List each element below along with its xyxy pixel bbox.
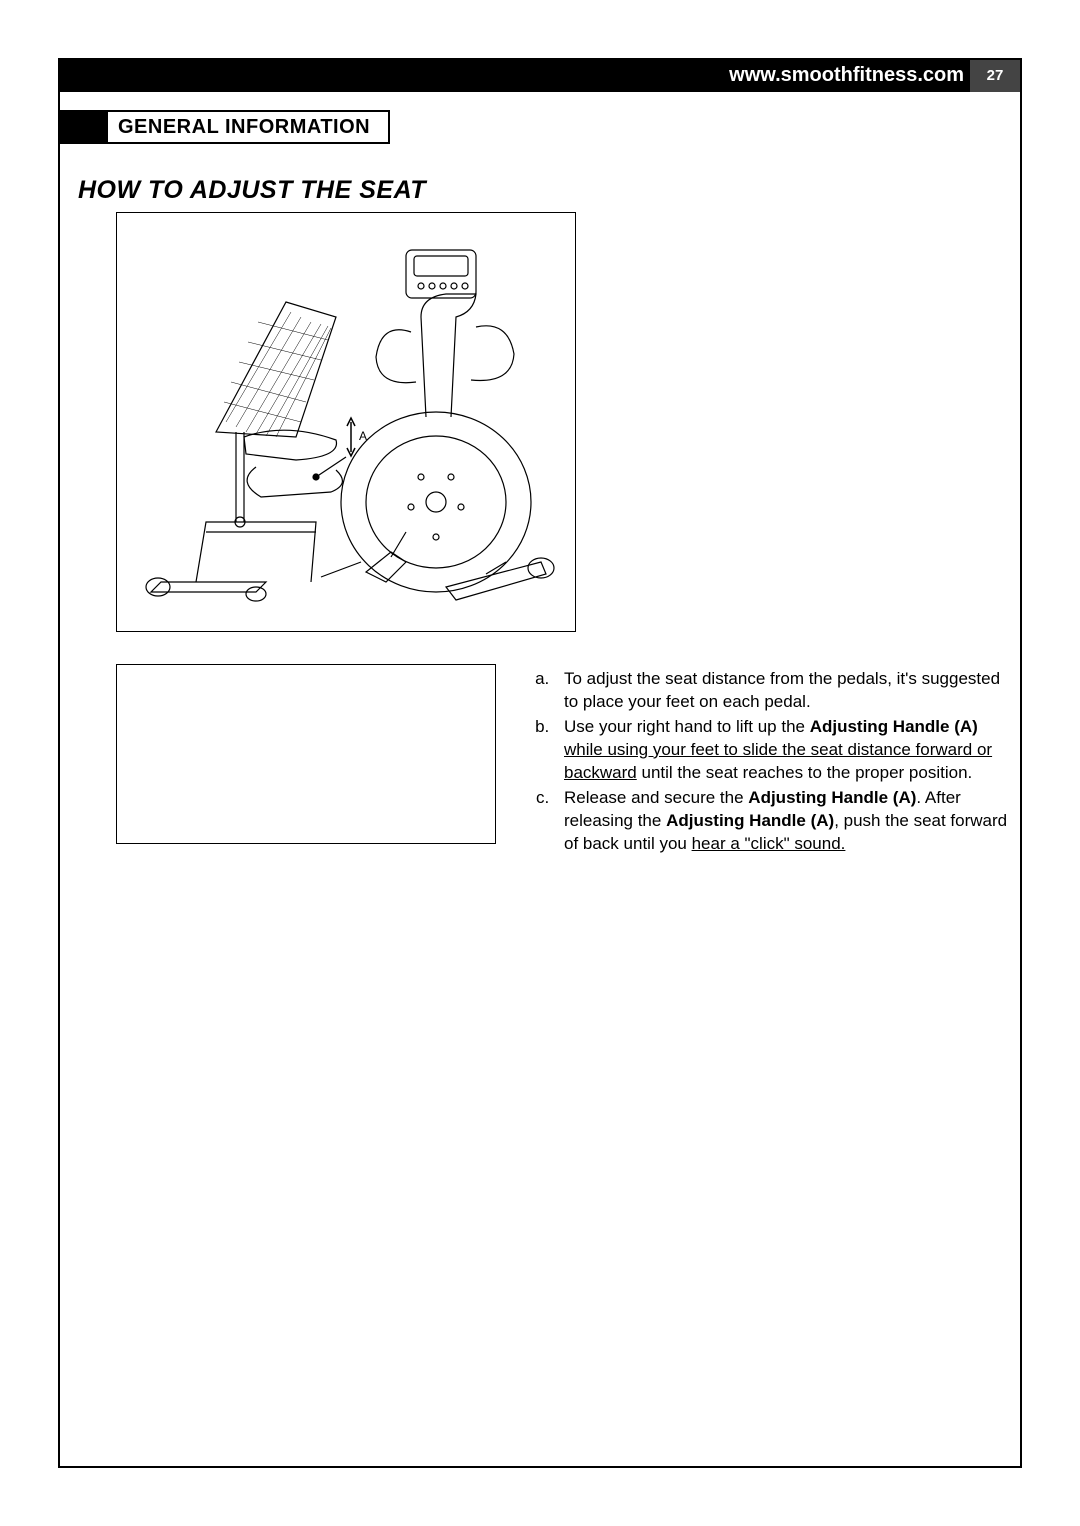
page-frame: www.smoothfitness.com 27 GENERAL INFORMA… bbox=[58, 58, 1022, 1468]
instruction-a: To adjust the seat distance from the ped… bbox=[554, 668, 1010, 714]
instruction-b-bold1: Adjusting Handle (A) bbox=[810, 717, 978, 736]
page-number: 27 bbox=[970, 60, 1020, 92]
instruction-c-under1: hear a "click" sound. bbox=[692, 834, 846, 853]
exercise-bike-diagram: A bbox=[136, 222, 556, 622]
secondary-diagram-box bbox=[116, 664, 496, 844]
instruction-c-pre: Release and secure the bbox=[564, 788, 748, 807]
header-url: www.smoothfitness.com bbox=[729, 64, 964, 87]
instruction-a-text: To adjust the seat distance from the ped… bbox=[564, 669, 1000, 711]
instruction-b: Use your right hand to lift up the Adjus… bbox=[554, 716, 1010, 785]
instruction-b-post: until the seat reaches to the proper pos… bbox=[637, 763, 972, 782]
instruction-c: Release and secure the Adjusting Handle … bbox=[554, 787, 1010, 856]
instruction-b-pre: Use your right hand to lift up the bbox=[564, 717, 810, 736]
section-title-box: GENERAL INFORMATION bbox=[108, 110, 390, 144]
section-subtitle: HOW TO ADJUST THE SEAT bbox=[78, 176, 426, 205]
section-tab bbox=[60, 110, 108, 144]
instructions-block: To adjust the seat distance from the ped… bbox=[520, 668, 1010, 858]
section-title: GENERAL INFORMATION bbox=[118, 116, 370, 139]
instruction-c-bold2: Adjusting Handle (A) bbox=[666, 811, 834, 830]
header-bar: www.smoothfitness.com 27 bbox=[60, 60, 1020, 92]
instruction-c-bold1: Adjusting Handle (A) bbox=[748, 788, 916, 807]
diagram-box: A bbox=[116, 212, 576, 632]
